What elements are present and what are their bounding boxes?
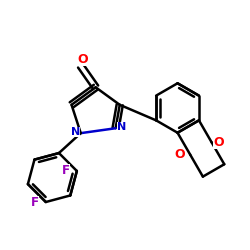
Text: F: F: [62, 164, 70, 177]
Text: N: N: [116, 122, 126, 132]
Text: O: O: [78, 53, 88, 66]
Text: N: N: [70, 126, 80, 136]
Text: O: O: [174, 148, 185, 161]
Text: O: O: [213, 136, 224, 149]
Text: F: F: [31, 196, 39, 208]
